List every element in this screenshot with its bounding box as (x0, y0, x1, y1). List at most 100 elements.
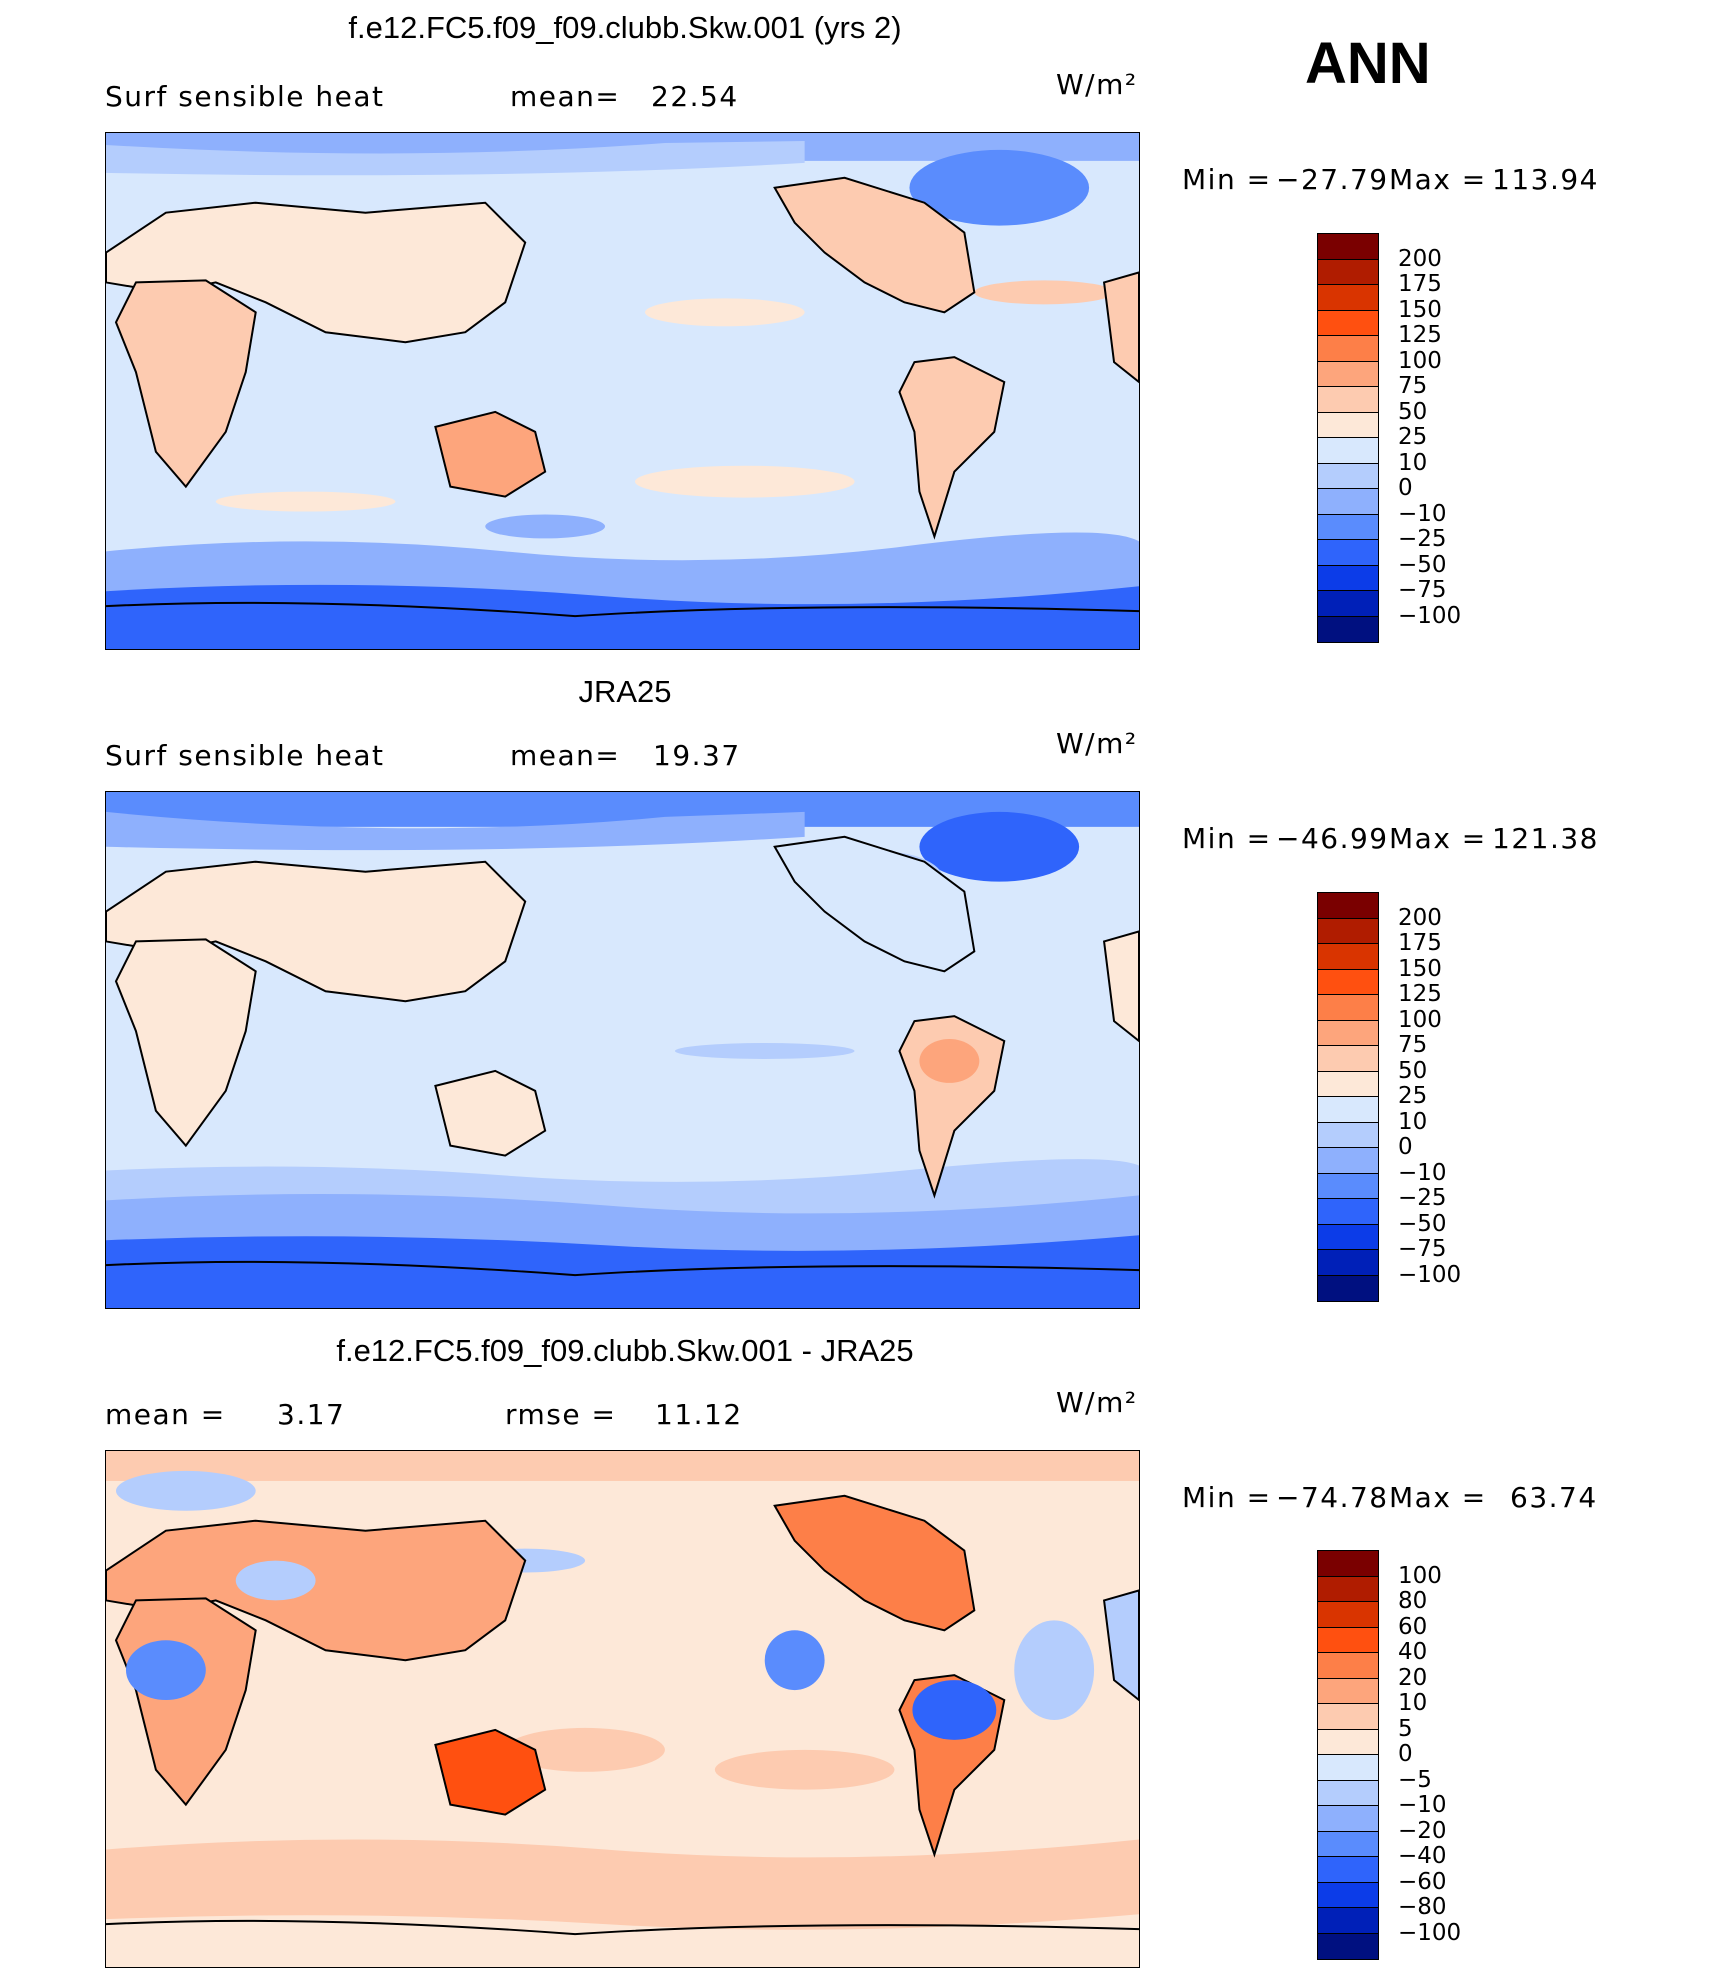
colorbar-swatch (1318, 1857, 1378, 1883)
panel-2-mean-value: 19.37 (653, 739, 741, 772)
colorbar-label: 25 (1398, 1083, 1428, 1109)
colorbar-label: −75 (1398, 577, 1447, 603)
colorbar-swatch (1318, 1576, 1378, 1602)
colorbar-swatch (1318, 591, 1378, 617)
colorbar-label: 150 (1398, 955, 1442, 982)
panel-1-max-label: Max = (1389, 163, 1487, 196)
panel-1-min-value: −27.79 (1276, 163, 1389, 196)
colorbar-swatch (1318, 1908, 1378, 1934)
panel-3-title: f.e12.FC5.f09_f09.clubb.Skw.001 - JRA25 (336, 1333, 914, 1368)
panel-2-title: JRA25 (578, 674, 672, 709)
panel-1-map-svg (106, 133, 1139, 649)
colorbar-label: −80 (1398, 1894, 1447, 1920)
colorbar-swatch (1318, 1933, 1378, 1959)
panel-1-max-value: 113.94 (1492, 163, 1599, 196)
colorbar-label: 100 (1398, 347, 1442, 374)
panel-1-title: f.e12.FC5.f09_f09.clubb.Skw.001 (yrs 2) (348, 10, 902, 45)
colorbar-swatch (1318, 893, 1378, 919)
colorbar-swatch (1318, 285, 1378, 311)
colorbar-label: −50 (1398, 1210, 1447, 1237)
colorbar-swatch (1318, 616, 1378, 642)
colorbar-label: 175 (1398, 271, 1442, 297)
colorbar-swatch (1318, 412, 1378, 438)
colorbar-swatch (1318, 1806, 1378, 1832)
panel-3-max-value: 63.74 (1510, 1481, 1598, 1514)
colorbar-label: 20 (1398, 1664, 1428, 1691)
colorbar-swatch (1318, 514, 1378, 540)
colorbar-label: 0 (1398, 475, 1413, 501)
colorbar-swatch (1318, 944, 1378, 970)
colorbar-swatch (1318, 1020, 1378, 1046)
colorbar-swatch (1318, 1046, 1378, 1072)
colorbar-label: 200 (1398, 904, 1442, 931)
colorbar-swatch (1318, 1071, 1378, 1097)
panel-3-min-label: Min = (1182, 1481, 1272, 1514)
colorbar-label: −5 (1398, 1766, 1432, 1793)
panel-3-mean-value: 3.17 (277, 1398, 346, 1431)
colorbar-swatch (1318, 1780, 1378, 1806)
colorbar-swatch (1318, 1704, 1378, 1730)
colorbar-label: 10 (1398, 1690, 1428, 1716)
colorbar-swatch (1318, 1173, 1378, 1199)
colorbar-swatch (1318, 565, 1378, 591)
colorbar-swatch (1318, 1551, 1378, 1577)
colorbar-swatch (1318, 995, 1378, 1021)
panel-3-min-value: −74.78 (1276, 1481, 1389, 1514)
colorbar-label: 0 (1398, 1134, 1413, 1160)
colorbar-label: 150 (1398, 296, 1442, 323)
panel-2-min-value: −46.99 (1276, 822, 1389, 855)
colorbar-swatch (1318, 969, 1378, 995)
panel-1-mean-value: 22.54 (651, 80, 739, 113)
colorbar-swatch (1318, 1602, 1378, 1628)
panel-2-map-svg (106, 792, 1139, 1308)
colorbar-label: 100 (1398, 1006, 1442, 1033)
panel-3-map-svg (106, 1451, 1139, 1967)
panel-1-map (105, 132, 1140, 650)
colorbar-swatch (1318, 1097, 1378, 1123)
colorbar-label: 10 (1398, 1108, 1428, 1135)
panel-2-min-label: Min = (1182, 822, 1272, 855)
colorbar-label: −100 (1398, 1919, 1462, 1946)
panel-3-rmse-value: 11.12 (655, 1398, 743, 1431)
colorbar-label: −10 (1398, 500, 1447, 527)
panel-2-max-label: Max = (1389, 822, 1487, 855)
colorbar-swatch (1318, 918, 1378, 944)
colorbar-swatch (1318, 1250, 1378, 1276)
colorbar-swatch (1318, 1678, 1378, 1704)
panel-2-max-value: 121.38 (1492, 822, 1599, 855)
colorbar-swatch (1318, 489, 1378, 515)
colorbar-label: 10 (1398, 449, 1428, 476)
panel-2-mean-label: mean= (510, 739, 621, 772)
panel-3-mean-label: mean = (105, 1398, 226, 1431)
colorbar-swatch (1318, 336, 1378, 362)
colorbar-label: 5 (1398, 1715, 1413, 1742)
colorbar-label: 175 (1398, 930, 1442, 956)
colorbar-label: −75 (1398, 1236, 1447, 1262)
colorbar-label: −100 (1398, 1261, 1462, 1288)
colorbar-label: 0 (1398, 1741, 1413, 1767)
colorbar-label: −20 (1398, 1817, 1447, 1844)
colorbar-label: −60 (1398, 1868, 1447, 1895)
panel-3-colorbar (1317, 1550, 1379, 1960)
colorbar-label: −10 (1398, 1792, 1447, 1818)
colorbar-swatch (1318, 1275, 1378, 1301)
colorbar-label: 125 (1398, 981, 1442, 1007)
colorbar-swatch (1318, 1729, 1378, 1755)
colorbar-swatch (1318, 1199, 1378, 1225)
panel-3-rmse-label: rmse = (505, 1398, 617, 1431)
colorbar-label: 100 (1398, 1562, 1442, 1589)
season-label: ANN (1305, 31, 1431, 96)
colorbar-swatch (1318, 310, 1378, 336)
colorbar-swatch (1318, 1148, 1378, 1174)
colorbar-swatch (1318, 1653, 1378, 1679)
colorbar-swatch (1318, 1831, 1378, 1857)
colorbar-swatch (1318, 234, 1378, 260)
colorbar-label: 50 (1398, 398, 1428, 425)
colorbar-label: −25 (1398, 526, 1447, 552)
colorbar-label: 200 (1398, 245, 1442, 272)
colorbar-label: 75 (1398, 373, 1428, 399)
colorbar-swatch (1318, 1755, 1378, 1781)
panel-1-min-label: Min = (1182, 163, 1272, 196)
colorbar-label: 125 (1398, 322, 1442, 348)
panel-2-colorbar (1317, 892, 1379, 1302)
